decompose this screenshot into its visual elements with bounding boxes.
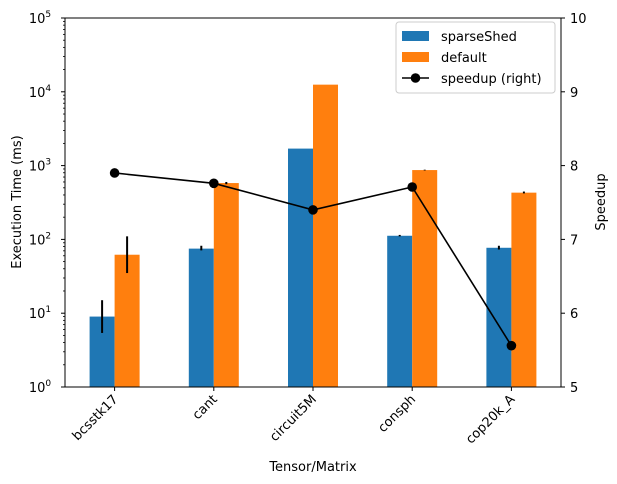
y-axis-label: Execution Time (ms)	[10, 135, 25, 268]
legend-swatch-marker	[410, 73, 421, 83]
bar-default-cop20k_A	[511, 192, 537, 387]
bar-default-circuit5M	[313, 84, 338, 387]
x-tick-label-cop20k_A: cop20k_A	[463, 392, 518, 447]
speedup-point-cop20k_A	[506, 340, 517, 351]
bar-default-consph	[412, 170, 438, 387]
bar-sparseShed-circuit5M	[288, 148, 313, 387]
y2-tick-label: 6	[570, 307, 578, 322]
x-tick-label-cant: cant	[190, 392, 221, 423]
y2-tick-label: 9	[570, 86, 578, 101]
legend-box	[395, 21, 556, 94]
y2-tick-label: 5	[570, 381, 578, 396]
y-tick-label: 102	[29, 231, 51, 248]
x-tick-label-bcsstk17: bcsstk17	[70, 392, 122, 444]
legend-label-sparseShed: sparseShed	[441, 30, 517, 45]
x-tick-label-consph: consph	[375, 392, 419, 436]
x-axis-label: Tensor/Matrix	[268, 460, 357, 475]
legend-swatch-sparseShed	[402, 31, 429, 41]
legend-label-default: default	[441, 51, 487, 66]
bars-layer	[89, 84, 537, 387]
speedup-point-bcsstk17	[109, 168, 120, 178]
speedup-point-consph	[407, 182, 418, 192]
y-tick-label: 100	[29, 379, 52, 396]
bar-sparseShed-cant	[188, 248, 214, 387]
y2-axis-label: Speedup	[594, 173, 609, 230]
bar-sparseShed-cop20k_A	[486, 247, 512, 387]
y-tick-label: 101	[29, 305, 51, 322]
bar-default-bcsstk17	[114, 254, 140, 387]
y-tick-label: 105	[29, 10, 51, 27]
bar-sparseShed-consph	[387, 235, 413, 387]
x-tick-label-circuit5M: circuit5M	[267, 392, 320, 445]
legend: sparseShed default speedup (right)	[395, 21, 556, 94]
speedup-point-cant	[209, 178, 219, 189]
y2-tick-label: 10	[570, 12, 587, 27]
y-tick-label: 103	[29, 158, 51, 175]
legend-swatch-default	[402, 52, 429, 62]
legend-label-speedup (right): speedup (right)	[441, 72, 542, 87]
y2-tick-label: 8	[570, 160, 578, 175]
right-axis-ticks: 5 6 7 8 9 10	[561, 12, 587, 396]
y-tick-label: 104	[29, 84, 52, 101]
speedup-line-layer	[109, 168, 517, 351]
bar-default-cant	[213, 183, 239, 387]
x-axis-ticks: bcsstk17 cant circuit5M consph cop20k_A	[70, 387, 518, 447]
y2-tick-label: 7	[570, 233, 578, 248]
errorbars-layer	[101, 169, 525, 333]
speedup-point-circuit5M	[308, 205, 318, 215]
left-axis-ticks: 100 101 102 103 104 105	[29, 10, 65, 396]
